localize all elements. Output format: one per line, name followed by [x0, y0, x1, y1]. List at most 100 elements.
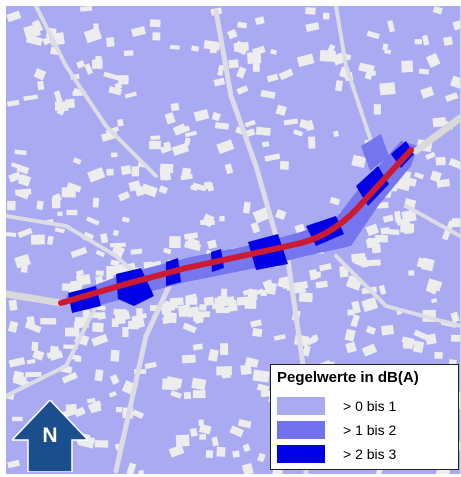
- building: [99, 233, 109, 244]
- building: [384, 49, 392, 55]
- building: [435, 156, 446, 166]
- building: [412, 340, 425, 354]
- building: [169, 44, 180, 50]
- side-road: [404, 204, 460, 238]
- building: [54, 227, 66, 234]
- building: [319, 50, 336, 62]
- building: [75, 269, 84, 276]
- building: [244, 119, 256, 128]
- main-road-noise-source: [58, 147, 414, 306]
- building: [430, 297, 438, 304]
- building: [242, 443, 251, 453]
- building: [183, 391, 192, 400]
- building: [266, 73, 279, 83]
- building: [335, 80, 344, 92]
- building: [74, 321, 82, 329]
- building: [124, 91, 137, 99]
- building: [122, 327, 129, 338]
- building: [283, 118, 299, 126]
- building: [198, 423, 212, 435]
- building: [232, 450, 240, 458]
- building: [16, 190, 29, 200]
- building: [205, 450, 214, 458]
- building: [214, 297, 227, 305]
- building: [322, 12, 330, 20]
- building: [451, 218, 460, 228]
- building: [126, 462, 137, 474]
- main-road-ends: [6, 114, 460, 307]
- building: [237, 21, 248, 29]
- building: [397, 218, 410, 226]
- building: [87, 400, 102, 411]
- building: [305, 7, 316, 15]
- building: [370, 240, 379, 248]
- building: [256, 383, 270, 393]
- building: [236, 66, 247, 79]
- building: [140, 183, 158, 198]
- building: [93, 23, 99, 36]
- building: [400, 223, 415, 233]
- building: [46, 235, 54, 246]
- building: [227, 299, 238, 312]
- north-arrow: N: [10, 398, 90, 473]
- building: [94, 55, 102, 65]
- building: [192, 390, 206, 399]
- building: [246, 51, 262, 65]
- building: [401, 60, 414, 73]
- building: [366, 30, 380, 40]
- building: [351, 154, 367, 169]
- building: [365, 259, 381, 267]
- building: [270, 48, 278, 56]
- building: [217, 64, 225, 76]
- building: [118, 75, 129, 85]
- building: [10, 162, 25, 171]
- building: [201, 213, 215, 228]
- building: [250, 319, 263, 328]
- building: [73, 406, 86, 418]
- building: [120, 165, 132, 176]
- building: [116, 406, 123, 413]
- building: [161, 301, 176, 312]
- building: [387, 20, 395, 33]
- building: [37, 80, 45, 91]
- building: [149, 140, 161, 150]
- building: [350, 314, 360, 328]
- legend-item-level-2-3: > 2 bis 3: [277, 445, 452, 465]
- building: [51, 197, 61, 209]
- building: [237, 418, 252, 429]
- building: [249, 289, 257, 299]
- building: [136, 308, 143, 316]
- building: [152, 32, 161, 41]
- legend-swatch: [277, 445, 325, 463]
- building: [260, 390, 271, 398]
- building: [344, 328, 356, 342]
- building: [94, 440, 109, 448]
- building: [450, 334, 460, 342]
- building: [49, 350, 64, 362]
- building: [211, 436, 219, 447]
- building: [92, 322, 104, 333]
- building: [114, 82, 123, 90]
- building: [66, 182, 82, 193]
- building: [234, 40, 249, 56]
- building: [25, 371, 42, 378]
- building: [216, 139, 235, 155]
- building: [103, 71, 120, 81]
- legend-title: Pegelwerte in dB(A): [277, 369, 419, 386]
- building: [55, 101, 69, 111]
- building: [134, 185, 145, 197]
- building: [250, 221, 261, 234]
- building: [252, 61, 260, 72]
- building: [332, 130, 340, 138]
- building: [265, 282, 277, 295]
- building: [203, 296, 215, 306]
- building: [413, 171, 425, 180]
- building: [61, 372, 78, 384]
- building: [123, 50, 134, 57]
- side-road: [213, 8, 279, 239]
- building: [130, 248, 143, 255]
- building: [131, 316, 146, 330]
- building: [228, 59, 239, 69]
- building: [190, 184, 198, 192]
- building: [207, 239, 218, 250]
